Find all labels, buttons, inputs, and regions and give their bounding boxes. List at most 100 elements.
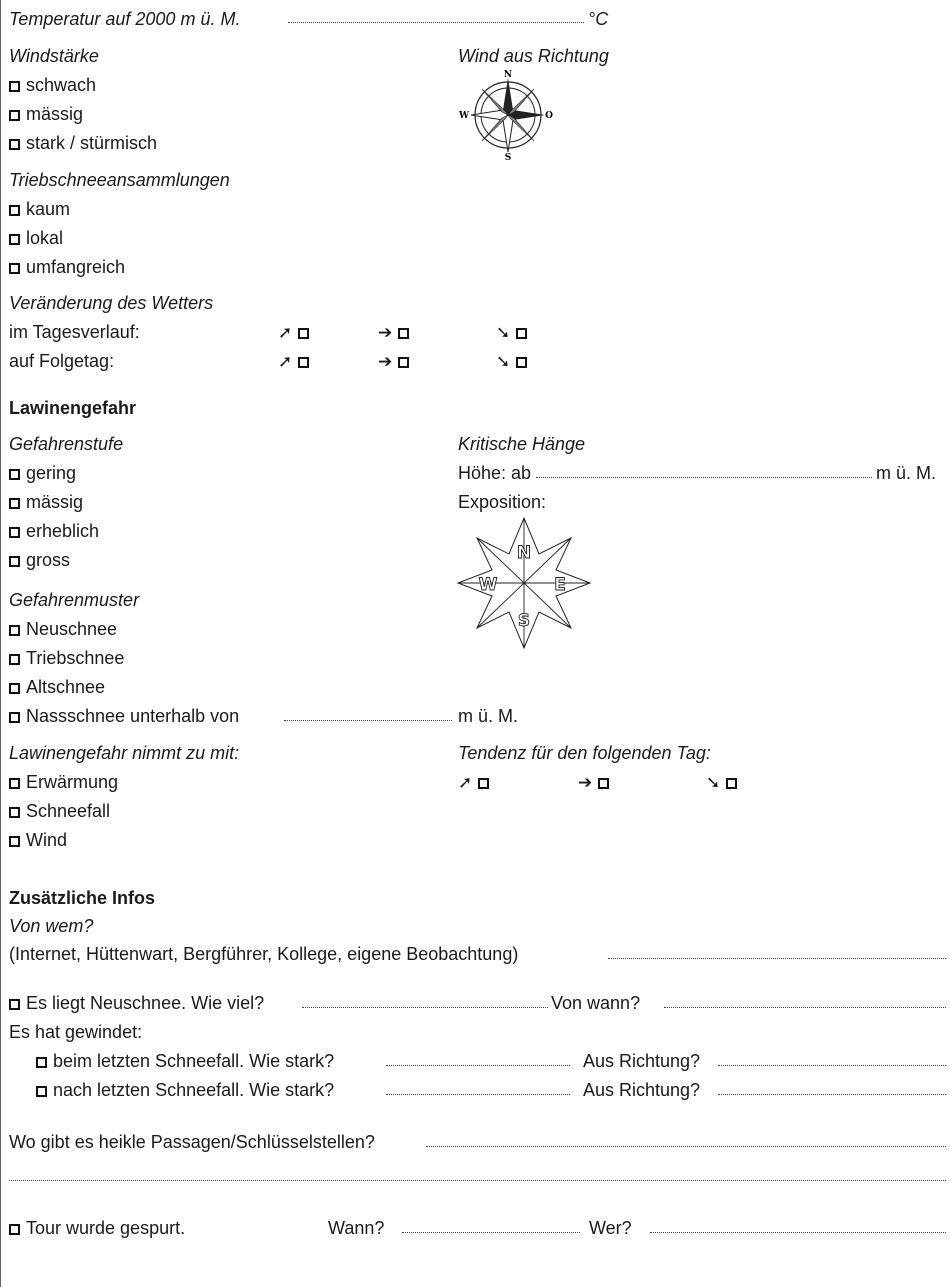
wind-strength-option[interactable]: schwach xyxy=(9,75,96,95)
direction-label: Aus Richtung? xyxy=(583,1080,701,1100)
wind-last-strength-line[interactable] xyxy=(386,1065,570,1066)
source-input-line[interactable] xyxy=(608,958,946,959)
drift-snow-heading: Triebschneeansammlungen xyxy=(9,170,230,190)
checkbox[interactable] xyxy=(398,357,409,368)
trend-flat-option[interactable]: ➔ xyxy=(378,351,415,372)
passages-label: Wo gibt es heikle Passagen/Schlüsselstel… xyxy=(9,1132,375,1152)
tendency-up-option[interactable]: ➚ xyxy=(458,772,495,793)
checkbox[interactable] xyxy=(398,328,409,339)
checkbox[interactable] xyxy=(9,263,20,274)
weather-change-row-label: auf Folgetag: xyxy=(9,351,115,371)
exposition-label: Exposition: xyxy=(458,492,547,512)
checkbox[interactable] xyxy=(9,1224,20,1235)
direction-label: Aus Richtung? xyxy=(583,1051,701,1071)
new-snow-when-label: Von wann? xyxy=(551,993,641,1013)
wind-compass-rose-icon[interactable]: N S W O xyxy=(458,70,554,162)
danger-level-option[interactable]: gross xyxy=(9,550,70,570)
checkbox[interactable] xyxy=(9,999,20,1010)
checkbox[interactable] xyxy=(9,527,20,538)
arrow-right-icon: ➔ xyxy=(378,352,393,371)
exposition-n-label: N xyxy=(517,543,531,563)
checkbox[interactable] xyxy=(726,778,737,789)
checkbox[interactable] xyxy=(9,234,20,245)
checkbox[interactable] xyxy=(516,357,527,368)
new-snow-when-line[interactable] xyxy=(664,1007,946,1008)
trend-up-option[interactable]: ➚ xyxy=(278,351,315,372)
wind-after-snowfall-option[interactable]: nach letzten Schneefall. Wie stark? xyxy=(36,1080,334,1100)
arrow-down-right-icon: ➘ xyxy=(496,352,511,371)
tour-who-line[interactable] xyxy=(650,1232,946,1233)
checkbox[interactable] xyxy=(598,778,609,789)
tendency-flat-option[interactable]: ➔ xyxy=(578,772,615,793)
arrow-right-icon: ➔ xyxy=(378,323,393,342)
checkbox[interactable] xyxy=(9,110,20,121)
new-snow-amount-line[interactable] xyxy=(302,1007,548,1008)
increases-option[interactable]: Schneefall xyxy=(9,801,110,821)
trend-down-option[interactable]: ➘ xyxy=(496,351,533,372)
checkbox[interactable] xyxy=(9,712,20,723)
checkbox[interactable] xyxy=(9,556,20,567)
arrow-down-right-icon: ➘ xyxy=(706,773,721,792)
passages-input-line[interactable] xyxy=(426,1146,946,1147)
increases-option[interactable]: Erwärmung xyxy=(9,772,118,792)
exposition-w-label: W xyxy=(479,575,498,595)
checkbox[interactable] xyxy=(298,357,309,368)
wet-snow-unit: m ü. M. xyxy=(458,706,519,726)
drift-snow-option[interactable]: umfangreich xyxy=(9,257,125,277)
danger-pattern-option[interactable]: Neuschnee xyxy=(9,619,117,639)
trend-up-option[interactable]: ➚ xyxy=(278,322,315,343)
checkbox[interactable] xyxy=(9,836,20,847)
checkbox[interactable] xyxy=(36,1086,47,1097)
arrow-up-right-icon: ➚ xyxy=(278,352,293,371)
tour-tracked-option[interactable]: Tour wurde gespurt. xyxy=(9,1218,185,1238)
new-snow-option[interactable]: Es liegt Neuschnee. Wie viel? xyxy=(9,993,264,1013)
exposition-star-icon[interactable]: N S W E xyxy=(456,515,596,651)
drift-snow-option[interactable]: kaum xyxy=(9,199,70,219)
checkbox[interactable] xyxy=(9,81,20,92)
height-input-line[interactable] xyxy=(536,477,872,478)
drift-snow-option[interactable]: lokal xyxy=(9,228,63,248)
exposition-e-label: E xyxy=(554,575,566,595)
danger-pattern-option[interactable]: Nassschnee unterhalb von xyxy=(9,706,239,726)
checkbox[interactable] xyxy=(478,778,489,789)
wind-direction-heading: Wind aus Richtung xyxy=(458,46,609,66)
checkbox[interactable] xyxy=(9,778,20,789)
checkbox[interactable] xyxy=(9,683,20,694)
wet-snow-height-line[interactable] xyxy=(284,720,452,721)
wind-after-direction-line[interactable] xyxy=(718,1094,946,1095)
checkbox[interactable] xyxy=(9,654,20,665)
passages-input-line-2[interactable] xyxy=(9,1180,946,1181)
compass-o-label: O xyxy=(545,111,553,121)
tour-when-line[interactable] xyxy=(402,1232,580,1233)
checkbox[interactable] xyxy=(9,625,20,636)
tendency-down-option[interactable]: ➘ xyxy=(706,772,743,793)
wind-last-snowfall-option[interactable]: beim letzten Schneefall. Wie stark? xyxy=(36,1051,334,1071)
increases-option[interactable]: Wind xyxy=(9,830,67,850)
wind-after-strength-line[interactable] xyxy=(386,1094,570,1095)
danger-pattern-option[interactable]: Triebschnee xyxy=(9,648,124,668)
exposition-s-label: S xyxy=(518,611,530,631)
checkbox[interactable] xyxy=(9,205,20,216)
trend-flat-option[interactable]: ➔ xyxy=(378,322,415,343)
danger-level-option[interactable]: erheblich xyxy=(9,521,99,541)
wind-strength-heading: Windstärke xyxy=(9,46,99,66)
wind-strength-option[interactable]: stark / stürmisch xyxy=(9,133,157,153)
additional-info-heading: Zusätzliche Infos xyxy=(9,888,156,908)
trend-down-option[interactable]: ➘ xyxy=(496,322,533,343)
checkbox[interactable] xyxy=(516,328,527,339)
arrow-down-right-icon: ➘ xyxy=(496,323,511,342)
wind-strength-option[interactable]: mässig xyxy=(9,104,83,124)
danger-level-option[interactable]: mässig xyxy=(9,492,83,512)
danger-pattern-option[interactable]: Altschnee xyxy=(9,677,105,697)
checkbox[interactable] xyxy=(9,139,20,150)
wind-last-direction-line[interactable] xyxy=(718,1065,946,1066)
temperature-label: Temperatur auf 2000 m ü. M. xyxy=(9,9,241,29)
tendency-heading: Tendenz für den folgenden Tag: xyxy=(458,743,711,763)
checkbox[interactable] xyxy=(298,328,309,339)
temperature-input-line[interactable] xyxy=(288,22,584,23)
checkbox[interactable] xyxy=(36,1057,47,1068)
danger-level-option[interactable]: gering xyxy=(9,463,76,483)
checkbox[interactable] xyxy=(9,498,20,509)
checkbox[interactable] xyxy=(9,469,20,480)
checkbox[interactable] xyxy=(9,807,20,818)
